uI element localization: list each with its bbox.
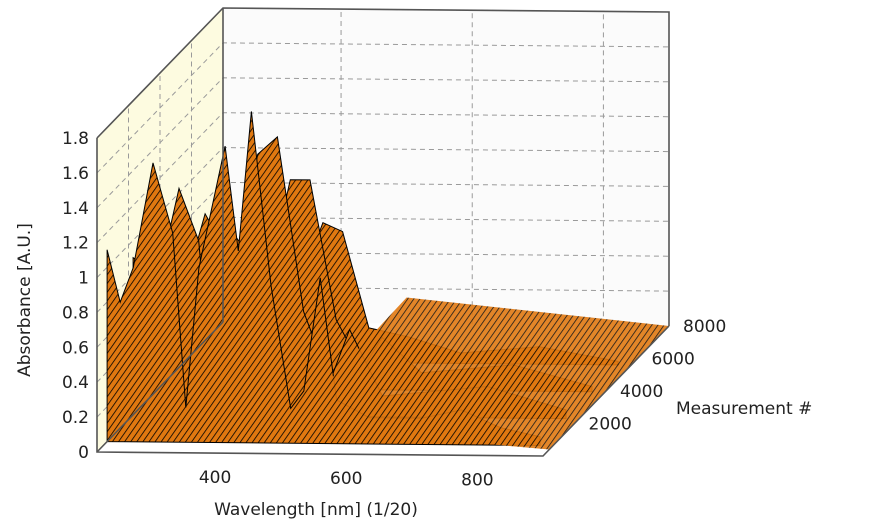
axis-frame-front [96, 138, 670, 457]
y-tick-label: 0 [78, 443, 89, 463]
z-axis-title: Measurement # [676, 399, 812, 419]
z-tick-label: 6000 [652, 350, 695, 370]
y-tick-label: 0.2 [62, 408, 89, 428]
y-tick-label: 1.6 [62, 164, 89, 184]
y-tick-label: 1 [78, 269, 89, 289]
x-axis-title: Wavelength [nm] (1/20) [214, 500, 418, 520]
y-axis-title: Absorbance [A.U.] [15, 223, 35, 377]
y-tick-label: 0.4 [62, 373, 89, 393]
y-tick-label: 1.2 [62, 234, 89, 254]
z-tick-label: 8000 [683, 317, 726, 337]
y-tick-label: 0.8 [62, 303, 89, 323]
y-tick-label: 1.4 [62, 199, 89, 219]
x-tick-label: 800 [461, 470, 493, 490]
axis-frame-back [96, 7, 670, 326]
axis-frame-depth [96, 321, 224, 453]
x-tick-label: 600 [330, 469, 362, 489]
surface-floor [286, 297, 669, 450]
z-tick-label: 2000 [589, 415, 632, 435]
y-tick-label: 1.8 [62, 129, 89, 149]
y-tick-label: 0.6 [62, 338, 89, 358]
x-tick-label: 400 [199, 468, 231, 488]
z-tick-label: 4000 [620, 382, 663, 402]
